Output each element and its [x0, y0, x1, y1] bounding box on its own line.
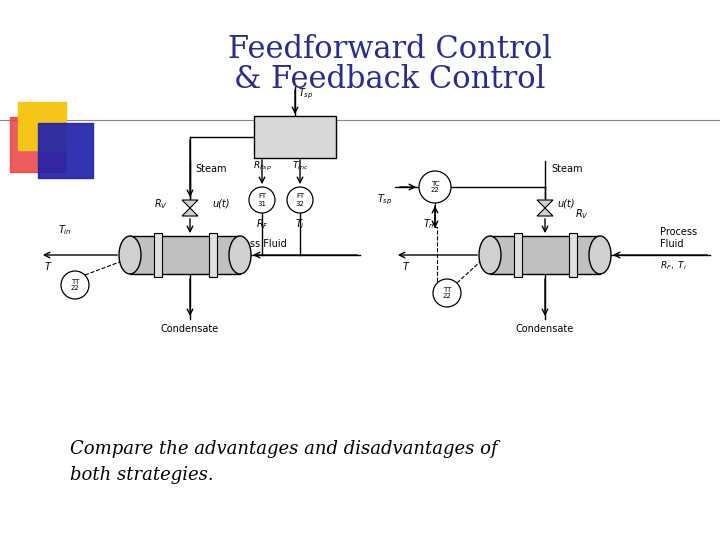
Text: FT: FT: [258, 193, 266, 199]
Text: 22: 22: [443, 294, 451, 300]
Bar: [18, 102, 66, 150]
Ellipse shape: [119, 236, 141, 274]
Text: u(t): u(t): [557, 199, 575, 209]
Text: Controller: Controller: [267, 138, 323, 148]
Text: $T_m$: $T_m$: [423, 217, 437, 231]
Polygon shape: [537, 200, 553, 208]
Bar: [153, 233, 161, 277]
Bar: [513, 233, 521, 277]
Text: TT: TT: [71, 279, 79, 285]
Text: $R_V$: $R_V$: [575, 207, 589, 221]
Ellipse shape: [479, 236, 501, 274]
Text: 32: 32: [296, 200, 305, 206]
Circle shape: [61, 271, 89, 299]
Text: & Feedback Control: & Feedback Control: [234, 64, 546, 96]
Bar: [490, 236, 600, 274]
Bar: [10, 117, 65, 172]
Text: Feedforward Control: Feedforward Control: [228, 35, 552, 65]
Text: Process Fluid: Process Fluid: [223, 239, 287, 249]
Text: $R_V$: $R_V$: [154, 197, 168, 211]
Bar: [38, 123, 93, 178]
Bar: [130, 236, 240, 274]
Text: $T_i$: $T_i$: [295, 217, 305, 231]
Text: TC: TC: [431, 180, 439, 186]
Ellipse shape: [589, 236, 611, 274]
Text: TT: TT: [443, 287, 451, 293]
Text: $R_{Fsp}$: $R_{Fsp}$: [253, 160, 271, 173]
Text: Condensate: Condensate: [161, 324, 219, 334]
Bar: [569, 233, 577, 277]
Text: 22: 22: [431, 187, 439, 193]
Text: Condensate: Condensate: [516, 324, 574, 334]
Polygon shape: [182, 208, 198, 216]
Text: $T_{sp}$: $T_{sp}$: [377, 193, 392, 207]
Text: Steam: Steam: [551, 164, 582, 174]
Text: Compare the advantages and disadvantages of
both strategies.: Compare the advantages and disadvantages…: [70, 440, 498, 484]
Circle shape: [433, 279, 461, 307]
Text: 22: 22: [71, 286, 79, 292]
Circle shape: [287, 187, 313, 213]
Polygon shape: [182, 200, 198, 208]
Ellipse shape: [229, 236, 251, 274]
Text: $R_F$: $R_F$: [256, 217, 269, 231]
Text: T: T: [403, 262, 409, 272]
Text: 31: 31: [258, 200, 266, 206]
Polygon shape: [537, 208, 553, 216]
FancyBboxPatch shape: [254, 116, 336, 158]
Text: Process
Fluid: Process Fluid: [660, 227, 697, 249]
Text: u(t): u(t): [212, 199, 230, 209]
Text: $T_{inc}$: $T_{inc}$: [292, 160, 308, 172]
Text: Steam: Steam: [195, 164, 227, 174]
Text: Feedforward: Feedforward: [260, 124, 330, 134]
Text: $T_{sp}$: $T_{sp}$: [298, 87, 313, 102]
Text: $T_{in}$: $T_{in}$: [58, 223, 72, 237]
Circle shape: [419, 171, 451, 203]
Text: FT: FT: [296, 193, 304, 199]
Bar: [209, 233, 217, 277]
Text: T: T: [45, 262, 51, 272]
Circle shape: [249, 187, 275, 213]
Text: $R_F,\ T_i$: $R_F,\ T_i$: [660, 259, 687, 272]
